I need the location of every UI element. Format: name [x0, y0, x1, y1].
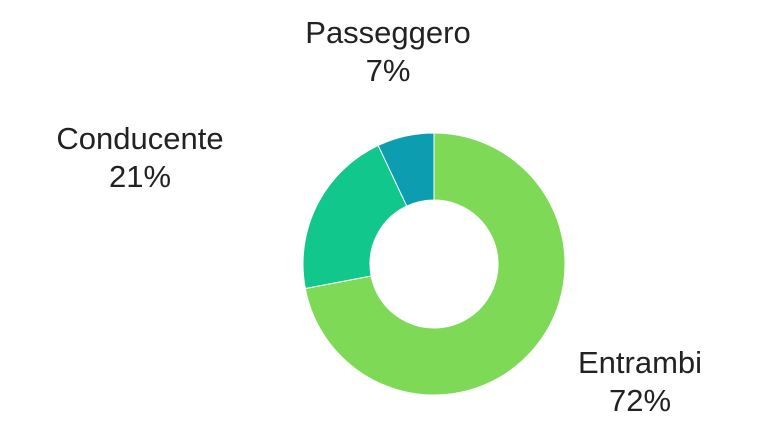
- donut-slice-entrambi: [304, 132, 566, 396]
- slice-label-name: Passeggero: [305, 15, 471, 50]
- slice-label-name: Conducente: [56, 121, 224, 156]
- slice-label-percent: 21%: [108, 158, 172, 194]
- slice-label-passeggero: Passeggero 7%: [268, 14, 508, 90]
- slice-label-conducente: Conducente 21%: [20, 120, 260, 196]
- slice-label-name: Entrambi: [577, 345, 703, 380]
- donut-slice-passeggero: [377, 132, 435, 207]
- slice-label-percent: 7%: [365, 52, 411, 88]
- slice-label-entrambi: Entrambi 72%: [520, 344, 760, 420]
- slice-label-percent: 72%: [608, 382, 672, 418]
- donut-slice-conducente: [302, 144, 408, 290]
